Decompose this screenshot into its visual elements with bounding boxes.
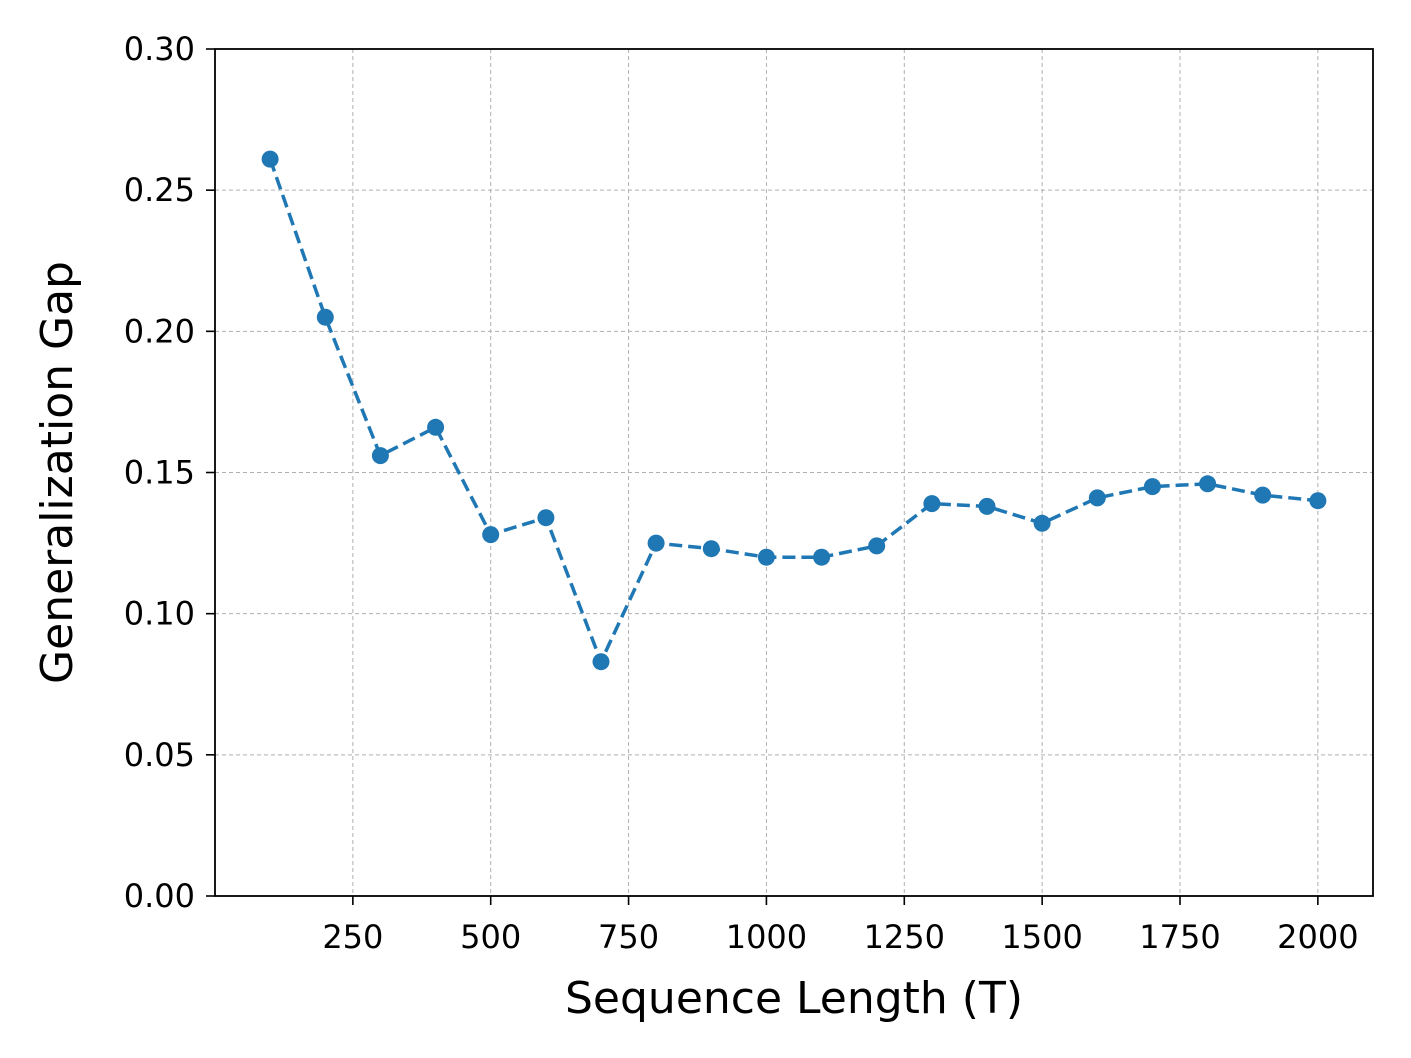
data-point (1309, 492, 1327, 510)
data-point (868, 537, 886, 555)
x-tick-label: 250 (322, 918, 383, 956)
x-axis-label: Sequence Length (T) (565, 973, 1023, 1024)
grid-lines (215, 49, 1373, 896)
data-point (482, 526, 500, 544)
x-tick-label: 750 (598, 918, 659, 956)
y-tick-label: 0.30 (124, 30, 195, 68)
data-point (537, 509, 555, 527)
data-point (261, 150, 279, 168)
x-tick-label: 1250 (864, 918, 945, 956)
data-point (978, 497, 996, 515)
series-line (268, 158, 1319, 664)
data-point (923, 495, 941, 513)
x-tick-label: 1750 (1139, 918, 1220, 956)
data-point (813, 548, 831, 566)
data-point (1033, 514, 1051, 532)
data-point (427, 418, 445, 436)
axis-ticks: 250 500 750 1000 1250 1500 1750 2000 0.00 0.05 0.1… (124, 30, 1359, 956)
x-tick-label: 1000 (726, 918, 807, 956)
plot-frame (214, 48, 1374, 897)
y-tick-label: 0.15 (124, 454, 195, 492)
y-tick-label: 0.20 (124, 312, 195, 350)
y-tick-label: 0.10 (124, 595, 195, 633)
data-point (757, 548, 775, 566)
data-point (1088, 489, 1106, 507)
y-axis-label: Generalization Gap (32, 261, 83, 684)
data-point (1199, 475, 1217, 493)
x-tick-label: 1500 (1001, 918, 1082, 956)
series-layer (261, 150, 1327, 671)
data-point (1254, 486, 1272, 504)
data-point (316, 308, 334, 326)
data-point (702, 540, 720, 558)
data-point (592, 653, 610, 671)
data-point (647, 534, 665, 552)
x-tick-label: 500 (460, 918, 521, 956)
data-point (371, 447, 389, 465)
x-tick-label: 2000 (1277, 918, 1358, 956)
data-point (1143, 478, 1161, 496)
y-tick-label: 0.25 (124, 171, 195, 209)
y-tick-label: 0.00 (124, 877, 195, 915)
y-tick-label: 0.05 (124, 736, 195, 774)
